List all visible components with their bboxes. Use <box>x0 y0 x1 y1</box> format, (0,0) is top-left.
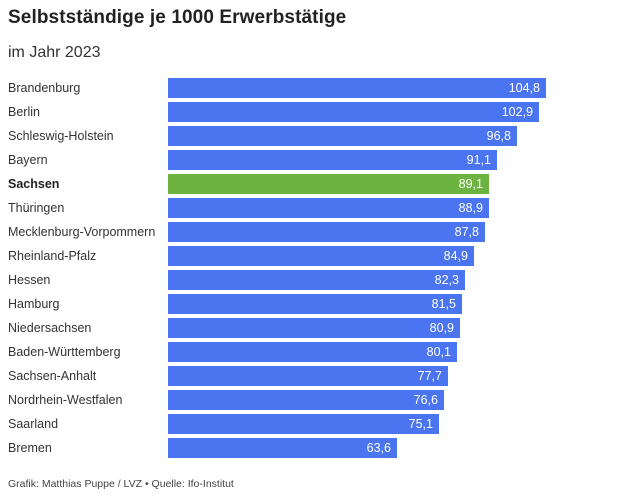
bar: 82,3 <box>168 270 465 290</box>
bar-row: Nordrhein-Westfalen 76,6 <box>0 388 634 412</box>
value-label: 102,9 <box>501 105 533 119</box>
category-label: Hamburg <box>8 297 60 311</box>
bar: 63,6 <box>168 438 397 458</box>
bar: 91,1 <box>168 150 497 170</box>
category-label: Rheinland-Pfalz <box>8 249 97 263</box>
bar: 81,5 <box>168 294 462 314</box>
bar-row: Hessen 82,3 <box>0 268 634 292</box>
bar-highlighted: 89,1 <box>168 174 489 194</box>
value-label: 76,6 <box>413 393 438 407</box>
bar-row: Berlin 102,9 <box>0 100 634 124</box>
category-label: Sachsen-Anhalt <box>8 369 97 383</box>
bar-row: Rheinland-Pfalz 84,9 <box>0 244 634 268</box>
value-label: 104,8 <box>508 81 540 95</box>
bar-chart: Brandenburg 104,8 Berlin 102,9 Schleswig-Hol… <box>0 76 634 460</box>
value-label: 77,7 <box>417 369 442 383</box>
bar: 77,7 <box>168 366 448 386</box>
category-label: Bayern <box>8 153 48 167</box>
category-label: Baden-Württemberg <box>8 345 121 359</box>
bar-row: Thüringen 88,9 <box>0 196 634 220</box>
category-label: Bremen <box>8 441 52 455</box>
bar: 80,1 <box>168 342 457 362</box>
bar-row: Brandenburg 104,8 <box>0 76 634 100</box>
bar: 88,9 <box>168 198 489 218</box>
bar: 84,9 <box>168 246 474 266</box>
bar-row: Niedersachsen 80,9 <box>0 316 634 340</box>
bar-row: Bayern 91,1 <box>0 148 634 172</box>
bar: 96,8 <box>168 126 517 146</box>
category-label: Berlin <box>8 105 40 119</box>
bar: 80,9 <box>168 318 460 338</box>
bar-row: Bremen 63,6 <box>0 436 634 460</box>
bar-row: Mecklenburg-Vorpommern 87,8 <box>0 220 634 244</box>
source-footer: Grafik: Matthias Puppe / LVZ • Quelle: I… <box>8 478 234 490</box>
category-label: Niedersachsen <box>8 321 92 335</box>
value-label: 91,1 <box>466 153 491 167</box>
value-label: 96,8 <box>486 129 511 143</box>
value-label: 81,5 <box>431 297 456 311</box>
bar-row: Schleswig-Holstein 96,8 <box>0 124 634 148</box>
category-label: Brandenburg <box>8 81 81 95</box>
bar: 75,1 <box>168 414 439 434</box>
value-label: 88,9 <box>458 201 483 215</box>
category-label: Thüringen <box>8 201 65 215</box>
bar-row: Sachsen-Anhalt 77,7 <box>0 364 634 388</box>
value-label: 75,1 <box>408 417 433 431</box>
bar: 102,9 <box>168 102 539 122</box>
bar-row: Sachsen 89,1 <box>0 172 634 196</box>
bar-row: Hamburg 81,5 <box>0 292 634 316</box>
chart-title: Selbstständige je 1000 Erwerbstätige <box>8 7 347 28</box>
bar: 76,6 <box>168 390 444 410</box>
value-label: 63,6 <box>366 441 391 455</box>
bar: 87,8 <box>168 222 485 242</box>
value-label: 80,1 <box>426 345 451 359</box>
bar-row: Baden-Württemberg 80,1 <box>0 340 634 364</box>
category-label: Schleswig-Holstein <box>8 129 114 143</box>
bar-row: Saarland 75,1 <box>0 412 634 436</box>
category-label: Saarland <box>8 417 59 431</box>
value-label: 89,1 <box>458 177 483 191</box>
category-label: Mecklenburg-Vorpommern <box>8 225 156 239</box>
chart-subtitle: im Jahr 2023 <box>8 44 101 61</box>
value-label: 84,9 <box>443 249 468 263</box>
value-label: 80,9 <box>429 321 454 335</box>
value-label: 87,8 <box>454 225 479 239</box>
category-label: Hessen <box>8 273 51 287</box>
value-label: 82,3 <box>434 273 459 287</box>
category-label: Nordrhein-Westfalen <box>8 393 123 407</box>
category-label: Sachsen <box>8 177 60 191</box>
bar: 104,8 <box>168 78 546 98</box>
